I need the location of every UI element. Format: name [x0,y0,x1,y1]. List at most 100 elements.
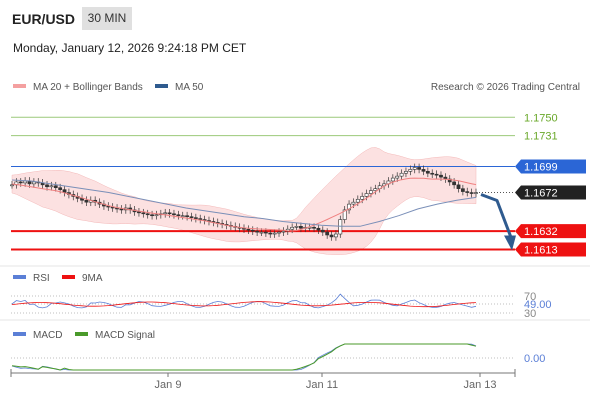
candle-body [360,196,365,200]
macd-zero-label: 0.00 [524,353,545,365]
price-label-box [515,159,586,174]
candle-body [141,212,146,215]
candle-body [18,181,23,184]
candle-body [84,199,89,203]
candle-body [23,180,28,184]
x-tick-label: Jan 11 [306,379,338,391]
candle-body [334,233,338,238]
candle-body [31,181,36,185]
symbol-label: EUR/USD [12,11,76,27]
macd-signal-line [11,343,477,371]
rsi-level-label: 30 [524,308,536,320]
forecast-arrow [480,193,513,238]
candle-body [460,188,465,192]
candle-body [45,184,49,188]
x-tick-label: Jan 13 [463,379,496,391]
legend-swatch [75,332,88,336]
price-label: 1.1731 [524,131,558,143]
legend-swatch [13,84,26,88]
candle-body [474,192,478,194]
candle-body [395,175,400,179]
legend-swatch [13,275,26,279]
candle-body [176,214,181,217]
legend-label: RSI [33,273,50,284]
candle-body [421,169,426,172]
candle-body [163,212,168,215]
candle-body [49,185,54,188]
candle-body [272,232,277,235]
ma20-line [11,177,477,232]
research-credit: Research © 2026 Trading Central [431,82,580,93]
candle-body [172,213,176,216]
candle-body [329,234,334,238]
price-label: 1.1632 [524,226,558,238]
candle-body [299,226,303,229]
candle-body [434,173,439,176]
candle-body [250,229,255,232]
candle-body [325,231,330,236]
candle-body [259,231,264,234]
candle-body [154,214,159,217]
candle-body [246,228,251,231]
candle-body [193,217,198,219]
candle-body [150,214,154,217]
candle-body [452,181,457,186]
price-label: 1.1699 [524,161,558,173]
candle-body [364,193,369,197]
price-label-box [515,224,586,239]
candle-body [255,230,260,233]
candle-body [307,226,312,229]
candle-body [145,213,150,216]
forecast-arrowhead [504,235,516,251]
legend-swatch [13,332,26,336]
price-label: 1.1750 [524,112,558,124]
candle-body [137,211,141,214]
candle-body [369,190,373,194]
candle-body [439,174,443,178]
candle-body [430,172,435,175]
candle-body [316,227,321,231]
price-label: 1.1613 [524,244,558,256]
candle-body [417,167,421,170]
price-label: 1.1672 [524,188,558,200]
candle-body [469,192,474,194]
rsi-ma-line [11,301,477,308]
ma50-line [11,179,477,227]
candle-body [53,185,58,189]
candle-body [312,226,316,229]
candle-body [373,188,378,191]
x-tick-label: Jan 9 [155,379,182,391]
legend-label: MA 20 + Bollinger Bands [33,82,143,93]
candle-body [119,208,124,211]
candle-body [277,231,281,234]
candle-body [189,216,194,218]
legend-swatch [155,84,168,88]
candle-body [198,218,203,220]
rsi-level-label: 49.00 [524,299,552,311]
candle-body [412,167,417,170]
timeframe-badge[interactable]: 30 MIN [82,7,132,30]
legend-label: MACD Signal [95,330,155,341]
candle-body [342,209,347,220]
candle-body [290,226,295,230]
legend-swatch [62,275,75,279]
candle-body [185,215,189,217]
candle-body [180,215,185,217]
candle-body [390,177,395,182]
candle-body [399,172,404,177]
candle-body [320,229,325,233]
candle-body [167,212,172,215]
candle-body [355,198,360,203]
macd-line [11,343,477,371]
legend-label: 9MA [82,273,103,284]
rsi-level-label: 70 [524,291,536,303]
candle-body [404,171,408,174]
candle-body [281,230,286,233]
price-label-box [515,242,586,257]
legend-label: MACD [33,330,62,341]
candle-body [447,178,452,183]
candle-body [347,203,351,211]
candle-body [268,232,273,235]
candle-body [351,201,356,205]
